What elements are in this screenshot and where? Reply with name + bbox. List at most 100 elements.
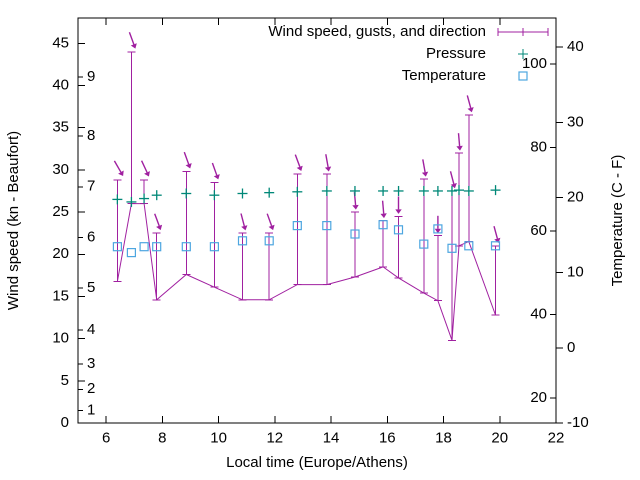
wind-direction-arrow — [434, 215, 442, 234]
pressure-marker — [112, 194, 123, 205]
pressure-marker — [292, 186, 303, 197]
wind-direction-arrow — [324, 154, 332, 172]
ytick-label-knots: 25 — [52, 203, 69, 220]
y2tick-label-celsius: 20 — [567, 189, 584, 206]
y2tick-label-fahrenheit: 20 — [530, 389, 547, 406]
xtick-label: 20 — [491, 429, 508, 446]
y2tick-label-celsius: 10 — [567, 264, 584, 281]
y2tick-label-celsius: 30 — [567, 113, 584, 130]
y2tick-label-celsius: -10 — [567, 414, 589, 431]
pressure-marker — [126, 196, 137, 207]
legend-sample-square — [518, 71, 528, 81]
y2tick-label-celsius: 40 — [567, 38, 584, 55]
ytick-label-beaufort: 5 — [87, 279, 95, 296]
ytick-label-beaufort: 3 — [87, 355, 95, 372]
wind-direction-arrow — [456, 133, 463, 151]
wind-direction-arrow — [380, 200, 387, 219]
ytick-label-knots: 15 — [52, 287, 69, 304]
wind-direction-arrow — [294, 154, 303, 171]
wind-direction-arrow — [466, 95, 474, 113]
xtick-label: 10 — [210, 429, 227, 446]
wind-direction-arrow — [183, 151, 192, 169]
y2tick-label-fahrenheit: 40 — [530, 305, 547, 322]
temperature-marker — [112, 242, 123, 252]
pressure-marker — [490, 185, 501, 196]
wind-direction-arrow — [113, 160, 124, 176]
ytick-label-beaufort: 2 — [87, 380, 95, 397]
legend-label: Temperature — [402, 67, 486, 84]
pressure-marker — [264, 187, 275, 198]
pressure-marker — [209, 190, 220, 201]
pressure-marker — [139, 193, 150, 204]
pressure-marker — [453, 185, 464, 196]
pressure-marker — [378, 185, 389, 196]
temperature-marker — [209, 242, 219, 252]
wind-direction-arrow — [266, 213, 275, 231]
ytick-label-knots: 45 — [52, 34, 69, 51]
xtick-label: 22 — [548, 429, 565, 446]
x-axis-title: Local time (Europe/Athens) — [226, 454, 408, 471]
xtick-label: 12 — [266, 429, 283, 446]
y-axis-title: Wind speed (kn - Beaufort) — [5, 131, 22, 310]
pressure-marker — [237, 188, 248, 199]
xtick-label: 14 — [323, 429, 340, 446]
pressure-marker — [446, 185, 457, 196]
ytick-label-knots: 40 — [52, 76, 69, 93]
plot-frame — [77, 17, 557, 424]
ytick-label-knots: 0 — [61, 414, 69, 431]
y2tick-label-fahrenheit: 80 — [530, 138, 547, 155]
pressure-marker — [181, 188, 192, 199]
y2tick-label-fahrenheit: 100 — [522, 55, 547, 72]
ytick-label-beaufort: 4 — [87, 321, 95, 338]
temperature-marker — [181, 242, 191, 252]
wind-direction-arrow — [240, 213, 248, 231]
legend-label: Pressure — [426, 45, 486, 62]
ytick-label-knots: 30 — [52, 161, 69, 178]
temperature-marker — [237, 236, 248, 246]
xtick-label: 18 — [435, 429, 452, 446]
wind-direction-arrow — [128, 32, 137, 49]
pressure-marker — [321, 185, 332, 196]
temperature-marker — [393, 225, 404, 235]
temperature-marker — [350, 229, 360, 239]
temperature-marker — [126, 248, 137, 258]
wind-direction-arrow — [395, 196, 402, 214]
pressure-marker — [151, 190, 162, 201]
temperature-marker — [464, 241, 474, 251]
temperature-marker — [447, 243, 457, 253]
ytick-label-knots: 10 — [52, 330, 69, 347]
pressure-marker — [393, 185, 404, 196]
ytick-label-knots: 35 — [52, 119, 69, 136]
ytick-label-beaufort: 1 — [87, 401, 95, 418]
ytick-label-beaufort: 7 — [87, 178, 95, 195]
wind-direction-arrow — [449, 171, 457, 189]
temperature-marker — [322, 221, 332, 231]
temperature-marker — [139, 242, 149, 252]
temperature-marker — [152, 242, 162, 252]
wind-direction-arrow — [140, 160, 150, 177]
ytick-label-beaufort: 6 — [87, 228, 95, 245]
temperature-marker — [264, 236, 274, 246]
wind-direction-arrow — [154, 213, 163, 231]
y2tick-label-fahrenheit: 60 — [530, 222, 547, 239]
wind-direction-arrow — [421, 159, 429, 177]
wind-direction-arrow — [211, 162, 220, 180]
xtick-label: 6 — [102, 429, 110, 446]
pressure-marker — [418, 185, 429, 196]
temperature-marker — [292, 221, 302, 231]
xtick-label: 16 — [379, 429, 396, 446]
temperature-marker — [419, 239, 429, 249]
temperature-marker — [490, 241, 501, 251]
pressure-marker — [432, 185, 443, 196]
xtick-label: 8 — [158, 429, 166, 446]
ytick-label-beaufort: 8 — [87, 127, 95, 144]
y2-axis-title: Temperature (C - F) — [609, 155, 626, 287]
ytick-label-beaufort: 9 — [87, 68, 95, 85]
ytick-label-knots: 5 — [61, 372, 69, 389]
y2tick-label-celsius: 0 — [567, 339, 575, 356]
legend-label: Wind speed, gusts, and direction — [268, 23, 486, 40]
temperature-marker — [433, 224, 443, 234]
pressure-marker — [463, 185, 474, 196]
